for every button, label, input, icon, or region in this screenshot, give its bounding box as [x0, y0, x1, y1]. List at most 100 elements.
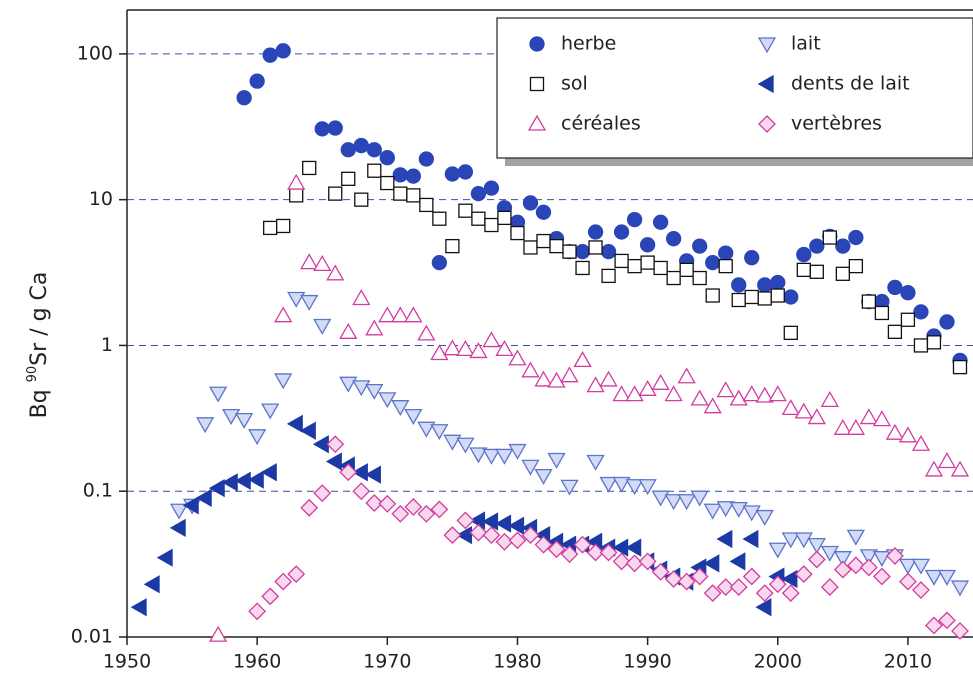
series	[130, 414, 798, 617]
marker	[275, 43, 291, 59]
series	[208, 173, 970, 642]
marker	[195, 488, 212, 508]
marker	[820, 545, 839, 562]
y-label-part: Bq	[27, 382, 52, 418]
marker	[417, 504, 436, 523]
marker	[627, 258, 642, 274]
marker	[365, 383, 384, 400]
marker	[703, 584, 722, 603]
marker	[925, 616, 943, 635]
marker	[586, 376, 605, 393]
marker	[471, 211, 486, 226]
y-label-sup: 90	[25, 366, 40, 383]
marker	[354, 192, 369, 207]
y-axis-label: Bq 90Sr / g Ca	[25, 272, 53, 419]
marker	[885, 423, 905, 440]
marker	[705, 254, 721, 271]
marker	[679, 262, 694, 278]
marker	[222, 408, 241, 425]
marker	[274, 306, 293, 323]
marker	[365, 494, 384, 512]
marker	[652, 214, 669, 230]
marker	[432, 211, 447, 226]
marker	[443, 339, 462, 356]
marker	[378, 392, 397, 409]
marker	[937, 569, 957, 586]
marker	[898, 558, 918, 575]
marker	[274, 572, 293, 591]
marker	[640, 255, 655, 270]
marker	[729, 389, 748, 406]
marker	[846, 419, 865, 435]
marker	[443, 434, 462, 451]
marker	[260, 463, 277, 482]
marker	[625, 538, 642, 557]
legend-label: lait	[791, 33, 821, 55]
marker	[444, 166, 461, 182]
marker	[508, 349, 527, 366]
marker	[835, 238, 851, 254]
marker	[588, 240, 603, 255]
marker	[393, 186, 408, 201]
marker	[352, 482, 371, 501]
marker	[757, 74, 774, 94]
marker	[692, 238, 708, 254]
marker	[716, 529, 733, 549]
marker	[638, 380, 657, 396]
marker	[833, 551, 852, 567]
marker	[534, 535, 553, 554]
marker	[378, 306, 397, 323]
marker	[665, 231, 682, 247]
marker	[392, 167, 408, 183]
marker	[235, 412, 254, 429]
marker	[534, 468, 553, 485]
marker	[379, 150, 395, 166]
marker	[613, 224, 630, 240]
marker	[664, 385, 683, 402]
marker	[547, 540, 566, 559]
marker	[247, 470, 264, 489]
marker	[417, 421, 436, 438]
marker	[742, 385, 761, 402]
marker	[768, 385, 787, 402]
marker	[521, 361, 540, 378]
marker	[705, 288, 720, 303]
marker	[690, 567, 709, 586]
marker	[651, 562, 670, 581]
marker	[833, 419, 852, 435]
marker	[169, 518, 186, 538]
marker	[729, 578, 748, 597]
marker	[560, 366, 579, 383]
marker	[781, 584, 800, 603]
marker	[950, 580, 970, 597]
marker	[352, 289, 371, 306]
y-label-part: Sr / g Ca	[27, 272, 52, 366]
marker	[328, 186, 343, 201]
marker	[521, 526, 540, 545]
marker	[470, 185, 487, 202]
marker	[339, 463, 358, 482]
marker	[208, 386, 228, 403]
marker	[638, 552, 657, 571]
marker	[314, 121, 330, 137]
marker	[887, 324, 903, 339]
marker	[430, 424, 449, 441]
marker	[796, 246, 812, 263]
marker	[809, 264, 824, 279]
marker	[535, 204, 552, 220]
legend-label: céréales	[561, 113, 641, 135]
marker	[483, 180, 500, 196]
marker	[614, 253, 629, 269]
y-tick-label: 1	[101, 334, 113, 356]
marker	[716, 578, 735, 597]
marker	[872, 551, 892, 567]
marker	[639, 237, 656, 253]
marker	[575, 260, 590, 276]
marker	[601, 268, 616, 284]
marker	[340, 142, 356, 158]
marker	[529, 36, 545, 52]
marker	[508, 516, 525, 535]
marker	[495, 514, 512, 533]
marker	[169, 503, 189, 520]
marker	[913, 304, 929, 320]
